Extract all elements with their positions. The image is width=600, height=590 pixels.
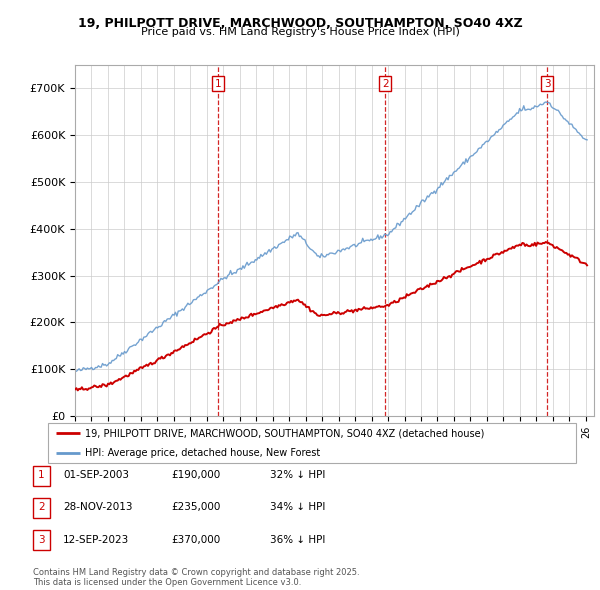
Text: 19, PHILPOTT DRIVE, MARCHWOOD, SOUTHAMPTON, SO40 4XZ (detached house): 19, PHILPOTT DRIVE, MARCHWOOD, SOUTHAMPT…: [85, 428, 484, 438]
Text: 34% ↓ HPI: 34% ↓ HPI: [270, 503, 325, 512]
Text: HPI: Average price, detached house, New Forest: HPI: Average price, detached house, New …: [85, 448, 320, 458]
Text: 19, PHILPOTT DRIVE, MARCHWOOD, SOUTHAMPTON, SO40 4XZ: 19, PHILPOTT DRIVE, MARCHWOOD, SOUTHAMPT…: [77, 17, 523, 30]
Text: 2: 2: [382, 78, 389, 88]
Text: 2: 2: [38, 503, 45, 512]
Text: 12-SEP-2023: 12-SEP-2023: [63, 535, 129, 545]
Text: Price paid vs. HM Land Registry's House Price Index (HPI): Price paid vs. HM Land Registry's House …: [140, 27, 460, 37]
Text: £235,000: £235,000: [171, 503, 220, 512]
Text: 36% ↓ HPI: 36% ↓ HPI: [270, 535, 325, 545]
Text: 1: 1: [38, 470, 45, 480]
Text: 3: 3: [544, 78, 551, 88]
Text: £190,000: £190,000: [171, 470, 220, 480]
Text: £370,000: £370,000: [171, 535, 220, 545]
FancyBboxPatch shape: [48, 423, 576, 463]
Text: 3: 3: [38, 535, 45, 545]
Text: 32% ↓ HPI: 32% ↓ HPI: [270, 470, 325, 480]
Text: 01-SEP-2003: 01-SEP-2003: [63, 470, 129, 480]
Text: 28-NOV-2013: 28-NOV-2013: [63, 503, 133, 512]
Text: 1: 1: [214, 78, 221, 88]
Text: Contains HM Land Registry data © Crown copyright and database right 2025.
This d: Contains HM Land Registry data © Crown c…: [33, 568, 359, 587]
